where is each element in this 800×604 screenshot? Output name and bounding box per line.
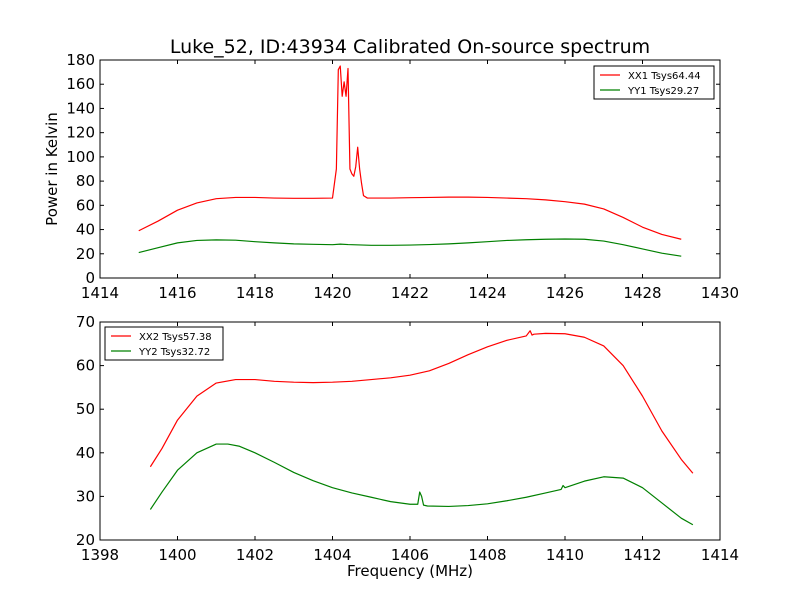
y-tick-label: 70 — [76, 313, 95, 331]
x-tick-label: 1408 — [468, 546, 506, 564]
x-tick-label: 1414 — [81, 284, 119, 302]
legend: XX2 Tsys57.38 YY2 Tsys32.72 — [104, 326, 224, 361]
y-tick-label: 60 — [76, 196, 95, 214]
y-tick-label: 80 — [76, 172, 95, 190]
legend-entry: YY1 Tsys29.27 — [627, 86, 699, 97]
x-tick-label: 1410 — [546, 546, 584, 564]
x-tick-label: 1412 — [623, 546, 661, 564]
y-axis-label: Power in Kelvin — [43, 112, 61, 226]
x-tick-label: 1404 — [313, 546, 351, 564]
x-tick-label: 1398 — [81, 546, 119, 564]
x-tick-label: 1430 — [701, 284, 739, 302]
x-tick-label: 1406 — [391, 546, 429, 564]
y-tick-label: 40 — [76, 444, 95, 462]
x-tick-label: 1402 — [236, 546, 274, 564]
chart-title: Luke_52, ID:43934 Calibrated On-source s… — [170, 36, 650, 58]
x-tick-label: 1422 — [391, 284, 429, 302]
y-tick-label: 20 — [76, 531, 95, 549]
y-tick-label: 20 — [76, 245, 95, 263]
x-tick-label: 1400 — [158, 546, 196, 564]
x-tick-label: 1428 — [623, 284, 661, 302]
y-tick-label: 0 — [85, 269, 95, 287]
x-tick-label: 1420 — [313, 284, 351, 302]
series-line-1 — [149, 330, 694, 474]
legend-entry: XX2 Tsys57.38 — [139, 332, 212, 343]
y-tick-label: 180 — [66, 51, 95, 69]
x-tick-label: 1416 — [158, 284, 196, 302]
y-tick-label: 100 — [66, 148, 95, 166]
legend-box — [593, 65, 715, 100]
y-tick-label: 30 — [76, 487, 95, 505]
x-axis-label: Frequency (MHz) — [347, 562, 473, 580]
legend-entry: XX1 Tsys64.44 — [628, 71, 701, 82]
series-line-2 — [138, 238, 682, 257]
bottom-panel: 1398 1400 1402 1404 1406 1408 1410 1412 1414 20 30… — [76, 313, 739, 580]
x-tick-label: 1424 — [468, 284, 506, 302]
legend: XX1 Tsys64.44 YY1 Tsys29.27 — [593, 65, 715, 100]
legend-entry: YY2 Tsys32.72 — [138, 347, 210, 358]
x-tick-label: 1414 — [701, 546, 739, 564]
y-tick-label: 40 — [76, 221, 95, 239]
y-tick-label: 120 — [66, 124, 95, 142]
y-tick-label: 50 — [76, 400, 95, 418]
y-tick-label: 160 — [66, 75, 95, 93]
top-panel: 1414 1416 1418 1420 1422 1424 1426 1428 1430 0 20 4… — [43, 51, 739, 302]
y-tick-label: 140 — [66, 99, 95, 117]
series-line-2 — [149, 443, 694, 526]
series-line-1 — [138, 65, 682, 240]
y-tick-label: 60 — [76, 357, 95, 375]
legend-box — [104, 326, 224, 361]
x-tick-label: 1418 — [236, 284, 274, 302]
x-tick-label: 1426 — [546, 284, 584, 302]
